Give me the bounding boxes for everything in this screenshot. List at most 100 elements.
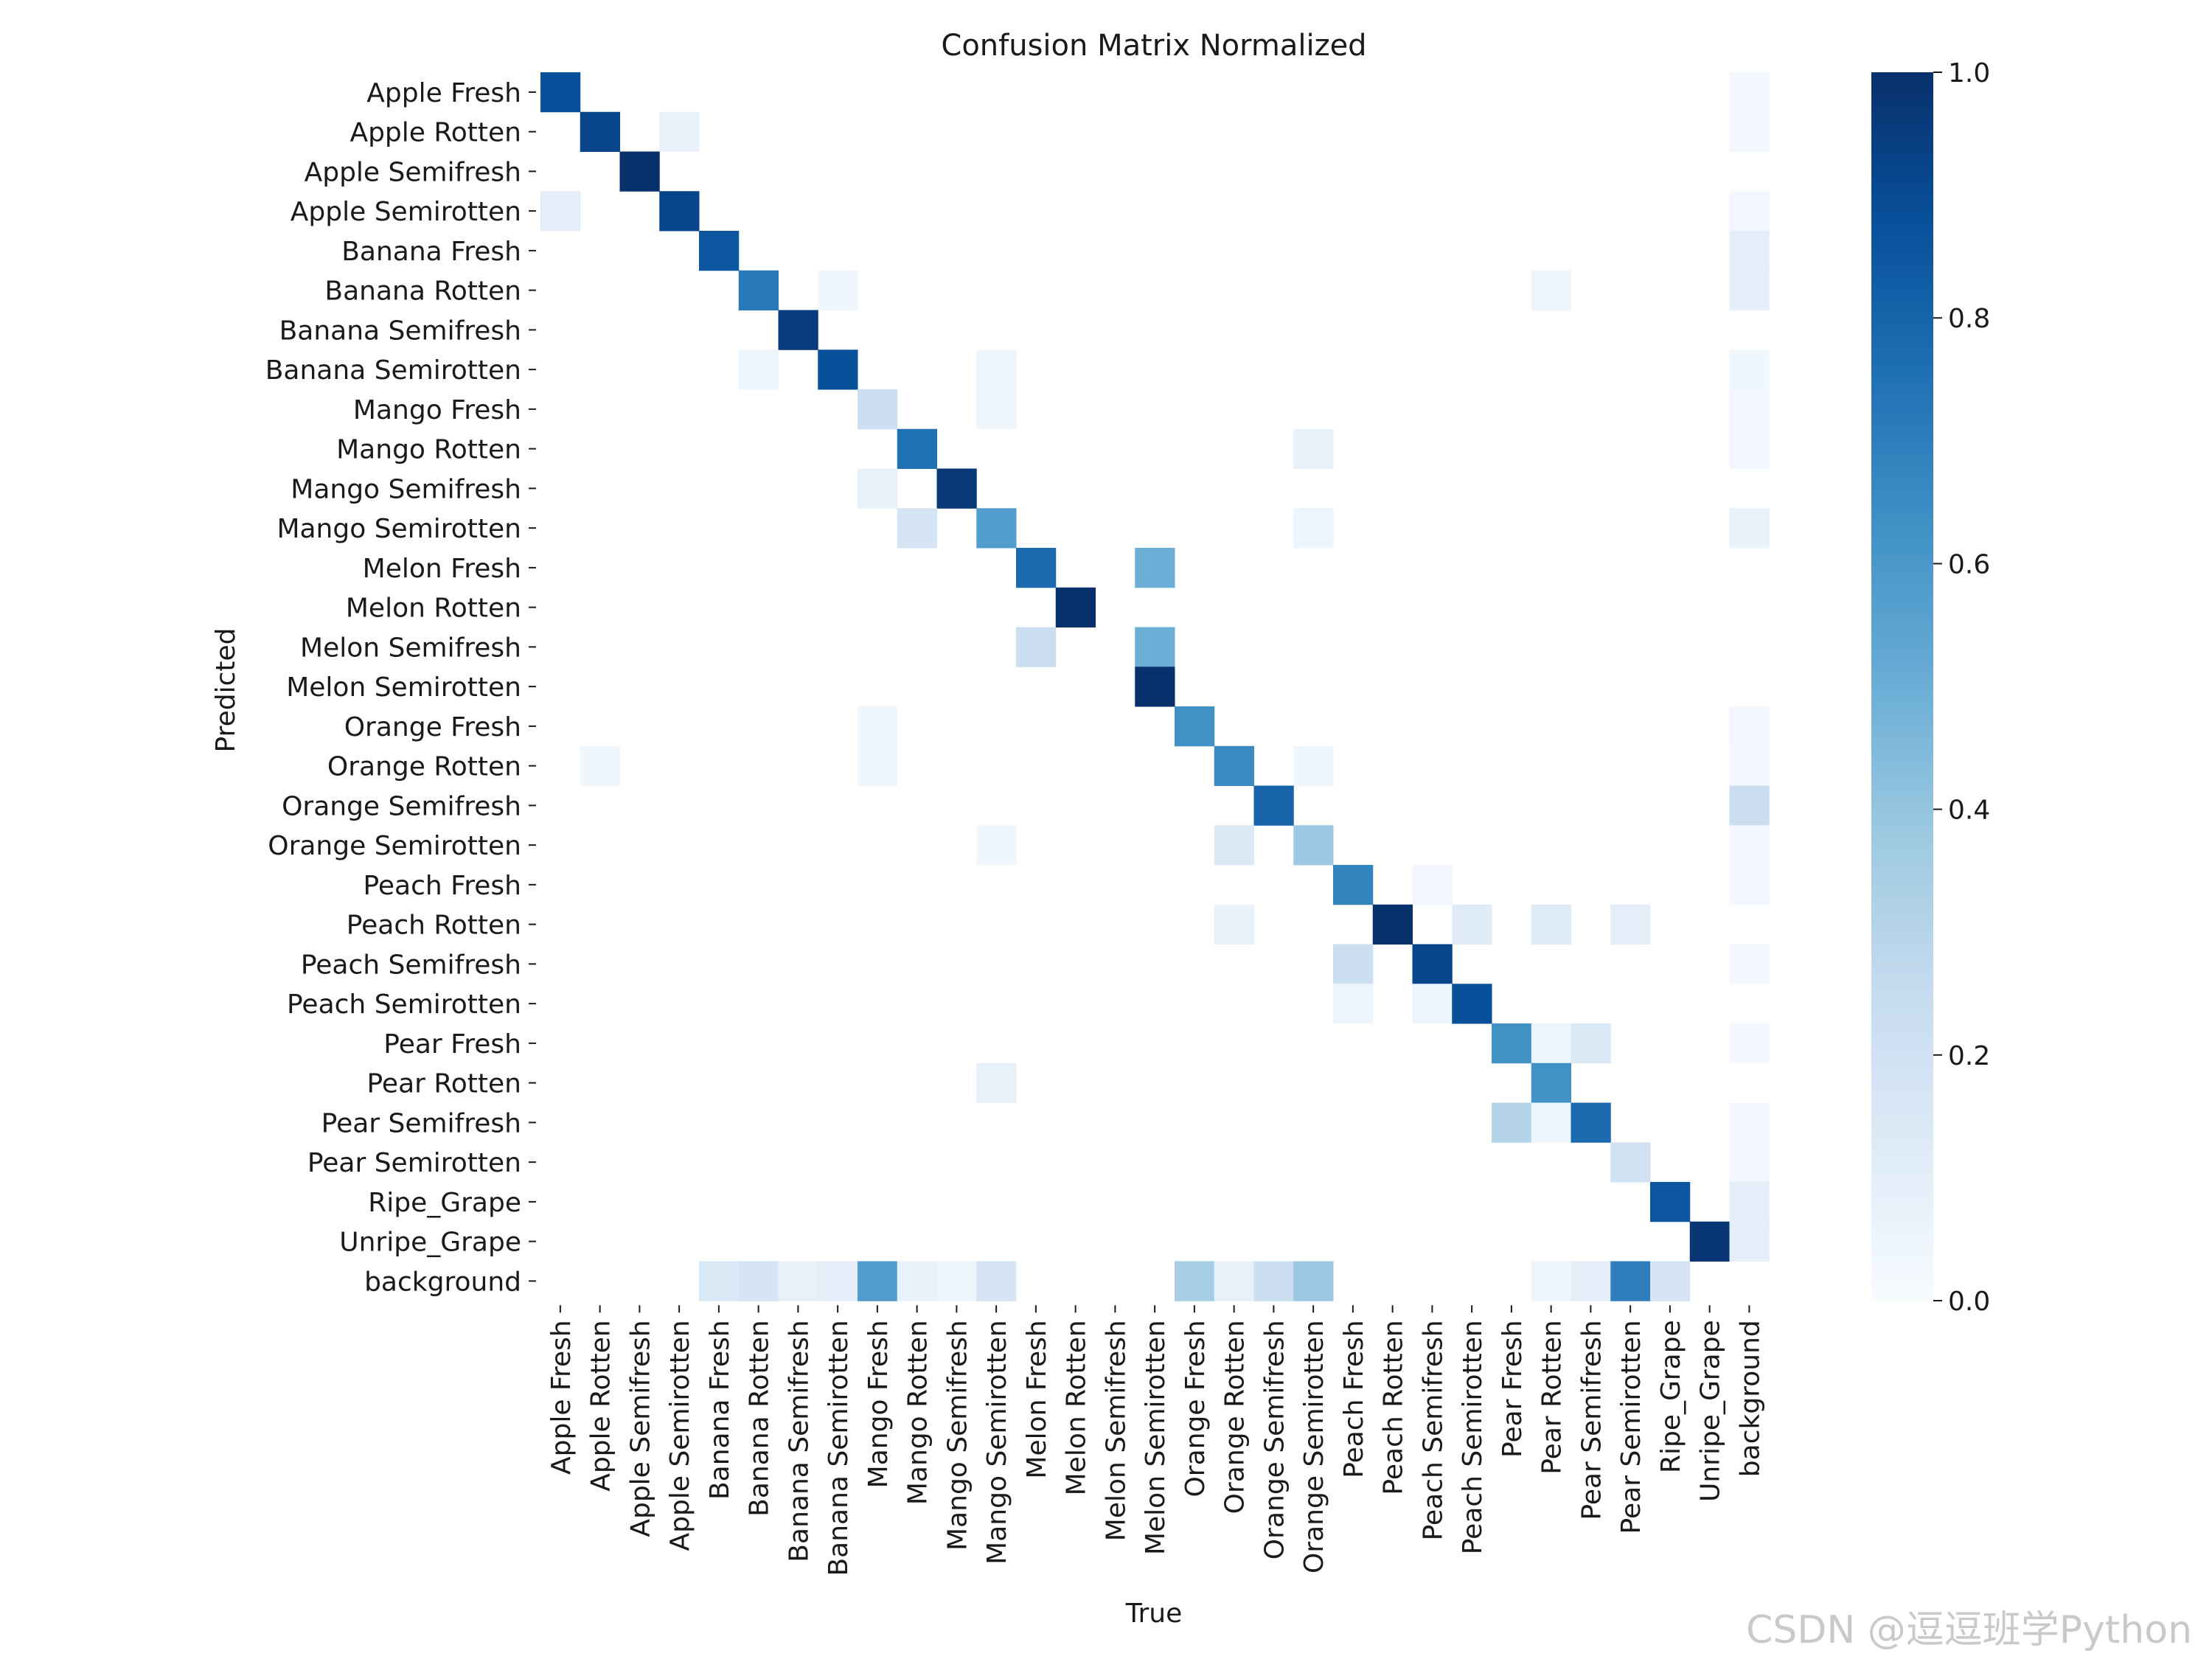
y-tick-labels: Apple Fresh Apple Rotten Apple Semifresh Ap… — [265, 78, 536, 1297]
cell-peach-rotten--peach-rotten — [1372, 904, 1413, 945]
cell-mango-fresh--background — [1729, 389, 1770, 430]
y-tick-label-banana-fresh: Banana Fresh — [341, 237, 521, 267]
y-tick-label-orange-semifresh: Orange Semifresh — [282, 791, 521, 821]
cell-background--orange-semirotten — [1293, 1261, 1334, 1301]
x-tick-label-orange-semifresh: Orange Semifresh — [1259, 1320, 1290, 1559]
cell-mango-rotten--mango-rotten — [897, 428, 937, 469]
y-tick-label-peach-rotten: Peach Rotten — [347, 911, 521, 941]
y-tick-label-pear-semirotten: Pear Semirotten — [307, 1148, 521, 1178]
cell-background--orange-fresh — [1175, 1261, 1215, 1301]
y-tick-label-orange-rotten: Orange Rotten — [327, 752, 521, 782]
cell-background--banana-fresh — [699, 1261, 740, 1301]
cell-banana-rotten--pear-rotten — [1531, 270, 1571, 310]
y-tick-label-pear-rotten: Pear Rotten — [367, 1069, 522, 1099]
cell-ripe-grape--ripe-grape — [1650, 1182, 1691, 1222]
cell-banana-fresh--banana-fresh — [699, 231, 740, 271]
x-tick-label-apple-rotten: Apple Rotten — [586, 1320, 616, 1492]
cell-orange-rotten--orange-rotten — [1214, 745, 1254, 786]
cell-mango-semirotten--background — [1729, 508, 1770, 549]
y-tick-label-banana-rotten: Banana Rotten — [324, 276, 521, 307]
x-tick-label-mango-fresh: Mango Fresh — [863, 1320, 894, 1488]
y-tick-label-mango-semifresh: Mango Semifresh — [291, 474, 521, 504]
cell-peach-fresh--peach-semifresh — [1412, 865, 1453, 905]
cell-mango-semifresh--mango-semifresh — [936, 468, 977, 509]
cell-mango-fresh--mango-fresh — [858, 389, 898, 430]
chart-title: Confusion Matrix Normalized — [941, 29, 1366, 63]
y-tick-label-peach-semirotten: Peach Semirotten — [287, 990, 521, 1020]
cell-apple-semirotten--apple-semirotten — [659, 191, 700, 232]
y-tick-label-melon-semifresh: Melon Semifresh — [300, 633, 521, 663]
cell-background--orange-semifresh — [1253, 1261, 1294, 1301]
cell-banana-semirotten--mango-semirotten — [976, 349, 1017, 390]
cell-banana-rotten--banana-rotten — [738, 270, 779, 310]
cell-peach-rotten--pear-rotten — [1531, 904, 1571, 945]
cell-apple-rotten--apple-semirotten — [659, 111, 700, 152]
cell-pear-fresh--background — [1729, 1023, 1770, 1064]
cell-orange-semifresh--background — [1729, 785, 1770, 826]
x-tick-label-melon-semifresh: Melon Semifresh — [1101, 1320, 1131, 1541]
cell-background--orange-rotten — [1214, 1261, 1254, 1301]
x-tick-label-pear-rotten: Pear Rotten — [1537, 1320, 1568, 1475]
x-tick-label-banana-semirotten: Banana Semirotten — [824, 1320, 854, 1576]
cell-pear-semifresh--pear-rotten — [1531, 1102, 1571, 1143]
watermark: CSDN @逗逗班学Python — [1746, 1608, 2193, 1652]
x-tick-label-pear-semifresh: Pear Semifresh — [1576, 1320, 1607, 1520]
cell-peach-semirotten--peach-semifresh — [1412, 984, 1453, 1024]
cell-orange-semirotten--mango-semirotten — [976, 825, 1017, 866]
x-tick-label-apple-fresh: Apple Fresh — [546, 1320, 577, 1475]
cell-apple-fresh--background — [1729, 72, 1770, 113]
cell-peach-semifresh--peach-semifresh — [1412, 944, 1453, 984]
cell-background--pear-semifresh — [1571, 1261, 1611, 1301]
x-tick-label-pear-fresh: Pear Fresh — [1498, 1320, 1528, 1458]
cell-peach-rotten--peach-semirotten — [1452, 904, 1492, 945]
cell-background--banana-semifresh — [778, 1261, 818, 1301]
colorbar-tick-label: 0.4 — [1948, 796, 1990, 826]
cell-banana-rotten--banana-semirotten — [818, 270, 858, 310]
y-tick-label-melon-rotten: Melon Rotten — [346, 594, 521, 624]
cell-unripe-grape--background — [1729, 1221, 1770, 1262]
cell-peach-rotten--orange-rotten — [1214, 904, 1254, 945]
y-tick-label-peach-fresh: Peach Fresh — [363, 871, 521, 901]
cell-apple-fresh--apple-fresh — [540, 72, 581, 113]
cell-orange-rotten--mango-fresh — [858, 745, 898, 786]
cell-melon-semirotten--melon-semirotten — [1135, 667, 1175, 707]
x-tick-label-background: background — [1735, 1320, 1765, 1477]
y-tick-label-mango-fresh: Mango Fresh — [353, 395, 521, 425]
x-tick-label-banana-semifresh: Banana Semifresh — [784, 1320, 814, 1562]
cell-background--pear-semirotten — [1610, 1261, 1651, 1301]
cell-peach-semirotten--peach-fresh — [1333, 984, 1374, 1024]
y-tick-label-pear-fresh: Pear Fresh — [383, 1029, 521, 1060]
colorbar-tick-label: 1.0 — [1948, 58, 1990, 88]
y-tick-label-apple-rotten: Apple Rotten — [349, 118, 521, 148]
y-tick-label-mango-semirotten: Mango Semirotten — [276, 514, 521, 544]
y-tick-label-ripe-grape: Ripe_Grape — [368, 1188, 521, 1218]
cell-apple-semifresh--apple-semifresh — [619, 151, 660, 192]
cell-background--pear-rotten — [1531, 1261, 1571, 1301]
y-tick-label-melon-fresh: Melon Fresh — [363, 554, 521, 584]
cell-background--mango-rotten — [897, 1261, 937, 1301]
x-tick-label-peach-fresh: Peach Fresh — [1339, 1320, 1369, 1478]
y-tick-label-orange-semirotten: Orange Semirotten — [268, 831, 521, 861]
cell-ripe-grape--background — [1729, 1182, 1770, 1222]
colorbar-tick-label: 0.6 — [1948, 549, 1990, 580]
cell-peach-semifresh--peach-fresh — [1333, 944, 1374, 984]
cell-orange-semirotten--orange-semirotten — [1293, 825, 1334, 866]
cell-banana-semirotten--banana-rotten — [738, 349, 779, 390]
cell-pear-semirotten--background — [1729, 1142, 1770, 1183]
cell-peach-rotten--pear-semirotten — [1610, 904, 1651, 945]
cell-mango-semirotten--orange-semirotten — [1293, 508, 1334, 549]
cell-apple-rotten--background — [1729, 111, 1770, 152]
y-tick-label-apple-semifresh: Apple Semifresh — [305, 157, 521, 187]
y-tick-label-orange-fresh: Orange Fresh — [344, 712, 521, 742]
heatmap-cells — [540, 72, 1770, 1301]
colorbar-tick-label: 0.2 — [1948, 1041, 1990, 1071]
x-tick-labels: Apple Fresh Apple Rotten Apple Semifresh Ap… — [546, 1305, 1765, 1576]
cell-mango-semirotten--mango-semirotten — [976, 508, 1017, 549]
cell-orange-fresh--orange-fresh — [1175, 706, 1215, 747]
cell-peach-semirotten--peach-semirotten — [1452, 984, 1492, 1024]
cell-melon-semifresh--melon-semirotten — [1135, 627, 1175, 667]
cell-orange-semirotten--orange-rotten — [1214, 825, 1254, 866]
x-tick-label-apple-semirotten: Apple Semirotten — [665, 1320, 695, 1551]
x-tick-label-mango-semirotten: Mango Semirotten — [982, 1320, 1012, 1565]
cell-unripe-grape--unripe-grape — [1689, 1221, 1730, 1262]
